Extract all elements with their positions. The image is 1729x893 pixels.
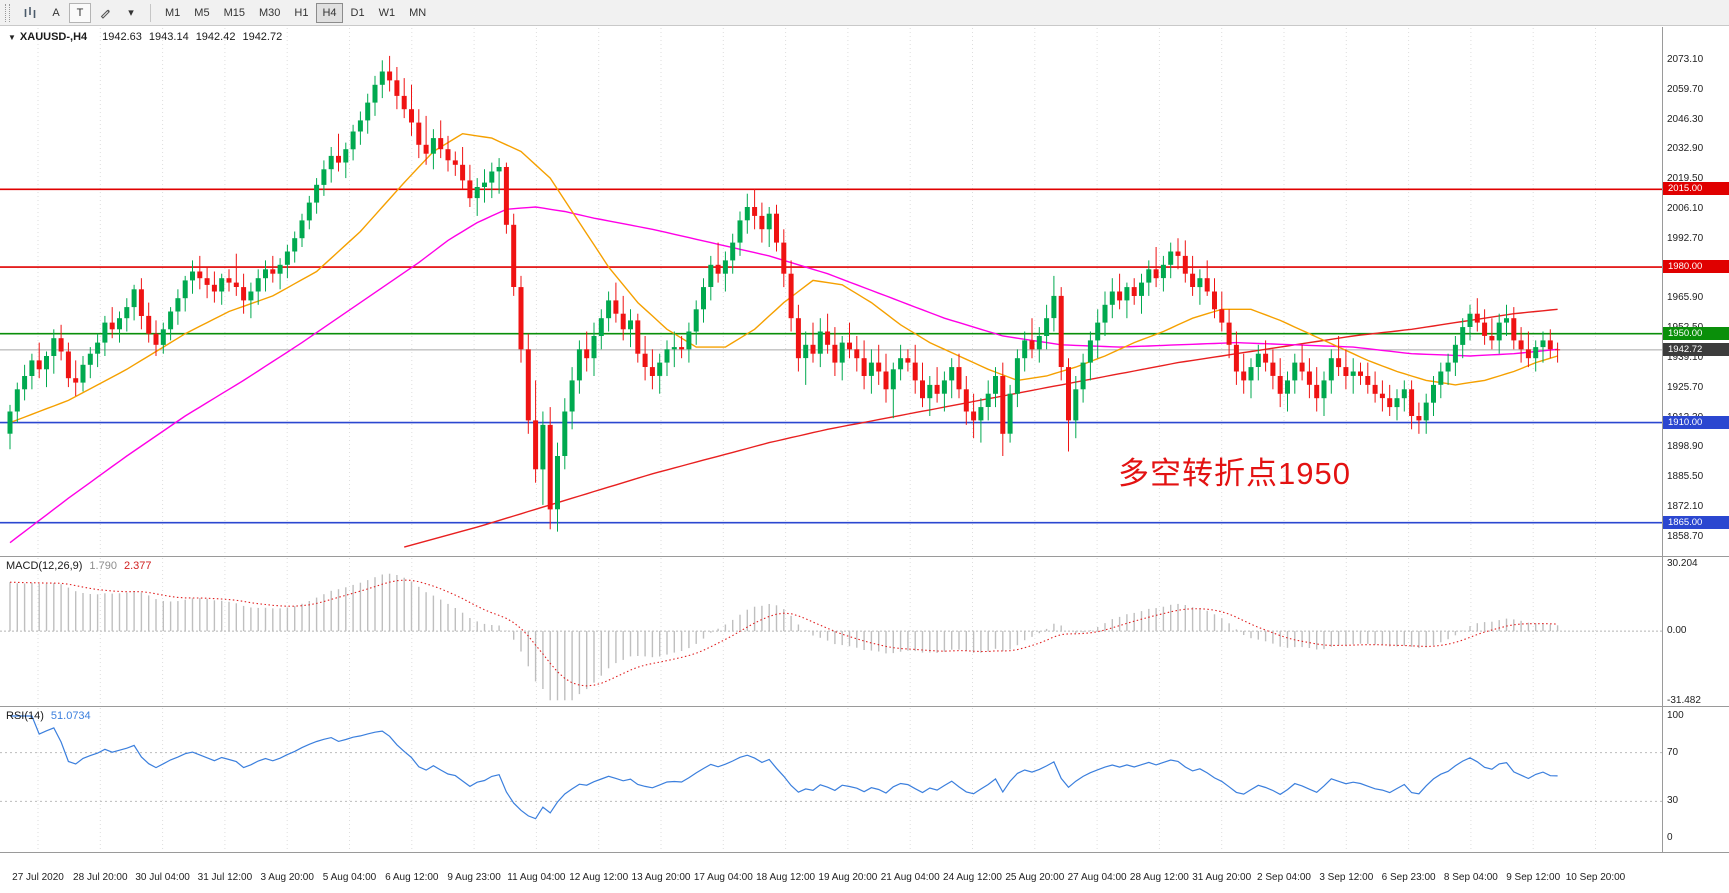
low-value: 1942.42 bbox=[195, 31, 236, 43]
timeframe-button-m1[interactable]: M1 bbox=[159, 3, 186, 23]
price-axis-tick: 1939.10 bbox=[1667, 351, 1704, 363]
toolbar-grip[interactable] bbox=[5, 3, 10, 22]
time-axis-label: 12 Aug 12:00 bbox=[569, 872, 629, 883]
chart-annotation: 多空转折点1950 bbox=[1118, 456, 1351, 491]
time-axis-label: 31 Jul 12:00 bbox=[197, 872, 253, 883]
price-level-badge: 1910.00 bbox=[1663, 415, 1729, 429]
macd-signal-value: 2.377 bbox=[123, 560, 152, 572]
rsi-value: 51.0734 bbox=[50, 710, 91, 722]
time-axis-label: 6 Aug 12:00 bbox=[385, 872, 439, 883]
time-axis-label: 5 Aug 04:00 bbox=[322, 872, 377, 883]
time-axis-label: 21 Aug 04:00 bbox=[880, 872, 940, 883]
price-axis-tick: 1858.70 bbox=[1667, 530, 1704, 542]
price-axis-tick: 1898.90 bbox=[1667, 441, 1704, 453]
timeframe-button-mn[interactable]: MN bbox=[403, 3, 432, 23]
time-axis-label: 13 Aug 20:00 bbox=[631, 872, 691, 883]
price-level-badge: 1980.00 bbox=[1663, 260, 1729, 274]
time-axis-label: 6 Sep 23:00 bbox=[1381, 872, 1436, 883]
symbol-header: ▼ XAUUSD-,H4 1942.63 1943.14 1942.42 1942.72 bbox=[8, 31, 282, 43]
time-axis-label: 8 Sep 04:00 bbox=[1443, 872, 1498, 883]
macd-main-value: 1.790 bbox=[89, 560, 117, 572]
price-axis-tick: 2006.10 bbox=[1667, 203, 1704, 215]
draw-tool-button[interactable] bbox=[93, 3, 118, 23]
timeframe-button-m15[interactable]: M15 bbox=[218, 3, 251, 23]
time-axis-label: 28 Aug 12:00 bbox=[1129, 872, 1189, 883]
timeframe-button-d1[interactable]: D1 bbox=[345, 3, 371, 23]
type-tool-button[interactable]: T bbox=[69, 2, 91, 23]
macd-axis-tick: -31.482 bbox=[1667, 695, 1701, 706]
price-axis-tick: 1925.70 bbox=[1667, 381, 1704, 393]
close-value: 1942.72 bbox=[242, 31, 283, 43]
time-axis-label: 19 Aug 20:00 bbox=[818, 872, 878, 883]
rsi-axis-tick: 30 bbox=[1667, 795, 1679, 807]
bar-chart-icon bbox=[24, 7, 36, 18]
timeframe-button-m30[interactable]: M30 bbox=[253, 3, 286, 23]
price-axis-tick: 2059.70 bbox=[1667, 83, 1704, 95]
symbol-label: XAUUSD-,H4 bbox=[19, 31, 88, 43]
time-axis-label: 10 Sep 20:00 bbox=[1565, 872, 1626, 883]
charts-icon[interactable] bbox=[17, 3, 43, 23]
time-axis-label: 2 Sep 04:00 bbox=[1257, 872, 1311, 883]
price-axis-tick: 1872.10 bbox=[1667, 500, 1704, 512]
price-axis-tick: 1885.50 bbox=[1667, 471, 1704, 483]
main-chart-canvas[interactable] bbox=[0, 27, 1662, 852]
panel-divider-macd[interactable] bbox=[0, 556, 1729, 557]
time-axis-label: 27 Aug 04:00 bbox=[1067, 872, 1127, 883]
text-tool-button[interactable]: A bbox=[45, 3, 67, 23]
dropdown-caret-icon[interactable]: ▾ bbox=[120, 3, 142, 23]
price-level-badge: 1865.00 bbox=[1663, 515, 1729, 529]
price-axis-tick: 2019.50 bbox=[1667, 173, 1704, 185]
current-price-badge: 1942.72 bbox=[1663, 342, 1729, 356]
time-axis-label: 27 Jul 2020 bbox=[12, 872, 64, 883]
toolbar: A T ▾ M1 M5 M15 M30 H1 H4 D1 W1 MN bbox=[0, 0, 1729, 26]
timeframe-buttons: M1 M5 M15 M30 H1 H4 D1 W1 MN bbox=[159, 2, 432, 23]
time-axis-label: 31 Aug 20:00 bbox=[1192, 872, 1252, 883]
rsi-header: RSI(14) 51.0734 bbox=[6, 710, 91, 722]
time-axis-label: 18 Aug 12:00 bbox=[756, 872, 816, 883]
pencil-icon bbox=[100, 9, 110, 19]
time-axis-label: 3 Sep 12:00 bbox=[1319, 872, 1374, 883]
time-axis-label: 24 Aug 12:00 bbox=[943, 872, 1002, 883]
time-axis-label: 28 Jul 20:00 bbox=[73, 872, 128, 883]
price-level-badge: 1950.00 bbox=[1663, 326, 1729, 340]
timeframe-button-h1[interactable]: H1 bbox=[288, 3, 314, 23]
price-level-badge: 2015.00 bbox=[1663, 182, 1729, 196]
time-axis-label: 3 Aug 20:00 bbox=[260, 872, 314, 883]
time-axis-label: 9 Sep 12:00 bbox=[1506, 872, 1561, 883]
price-axis-border bbox=[1662, 27, 1663, 852]
toolbar-separator bbox=[150, 3, 151, 22]
price-axis-tick: 1992.70 bbox=[1667, 232, 1704, 244]
open-value: 1942.63 bbox=[102, 31, 142, 43]
timeframe-button-h4[interactable]: H4 bbox=[316, 2, 343, 23]
timeframe-button-w1[interactable]: W1 bbox=[373, 3, 402, 23]
time-axis-label: 9 Aug 23:00 bbox=[447, 872, 501, 883]
macd-axis-tick: 0.00 bbox=[1667, 625, 1687, 637]
rsi-label: RSI(14) bbox=[6, 710, 44, 722]
rsi-axis-tick: 100 bbox=[1667, 710, 1684, 721]
price-axis-tick: 2032.90 bbox=[1667, 143, 1704, 155]
macd-axis-tick: 30.204 bbox=[1667, 558, 1698, 569]
time-axis-label: 11 Aug 04:00 bbox=[507, 872, 566, 883]
time-axis-label: 30 Jul 04:00 bbox=[135, 872, 190, 883]
panel-divider-time bbox=[0, 852, 1729, 853]
price-axis-tick: 2073.10 bbox=[1667, 54, 1704, 66]
rsi-axis-tick: 70 bbox=[1667, 746, 1679, 758]
price-axis-tick: 2046.30 bbox=[1667, 113, 1704, 125]
price-axis-tick: 1965.90 bbox=[1667, 292, 1704, 304]
rsi-axis-tick: 0 bbox=[1667, 832, 1673, 843]
timeframe-button-m5[interactable]: M5 bbox=[188, 3, 215, 23]
macd-header: MACD(12,26,9) 1.790 2.377 bbox=[6, 560, 151, 572]
collapse-caret-icon[interactable]: ▼ bbox=[8, 33, 16, 42]
high-value: 1943.14 bbox=[148, 31, 189, 43]
macd-label: MACD(12,26,9) bbox=[6, 560, 83, 572]
panel-divider-rsi[interactable] bbox=[0, 706, 1729, 707]
time-axis-label: 17 Aug 04:00 bbox=[693, 872, 753, 883]
time-axis-label: 25 Aug 20:00 bbox=[1005, 872, 1065, 883]
